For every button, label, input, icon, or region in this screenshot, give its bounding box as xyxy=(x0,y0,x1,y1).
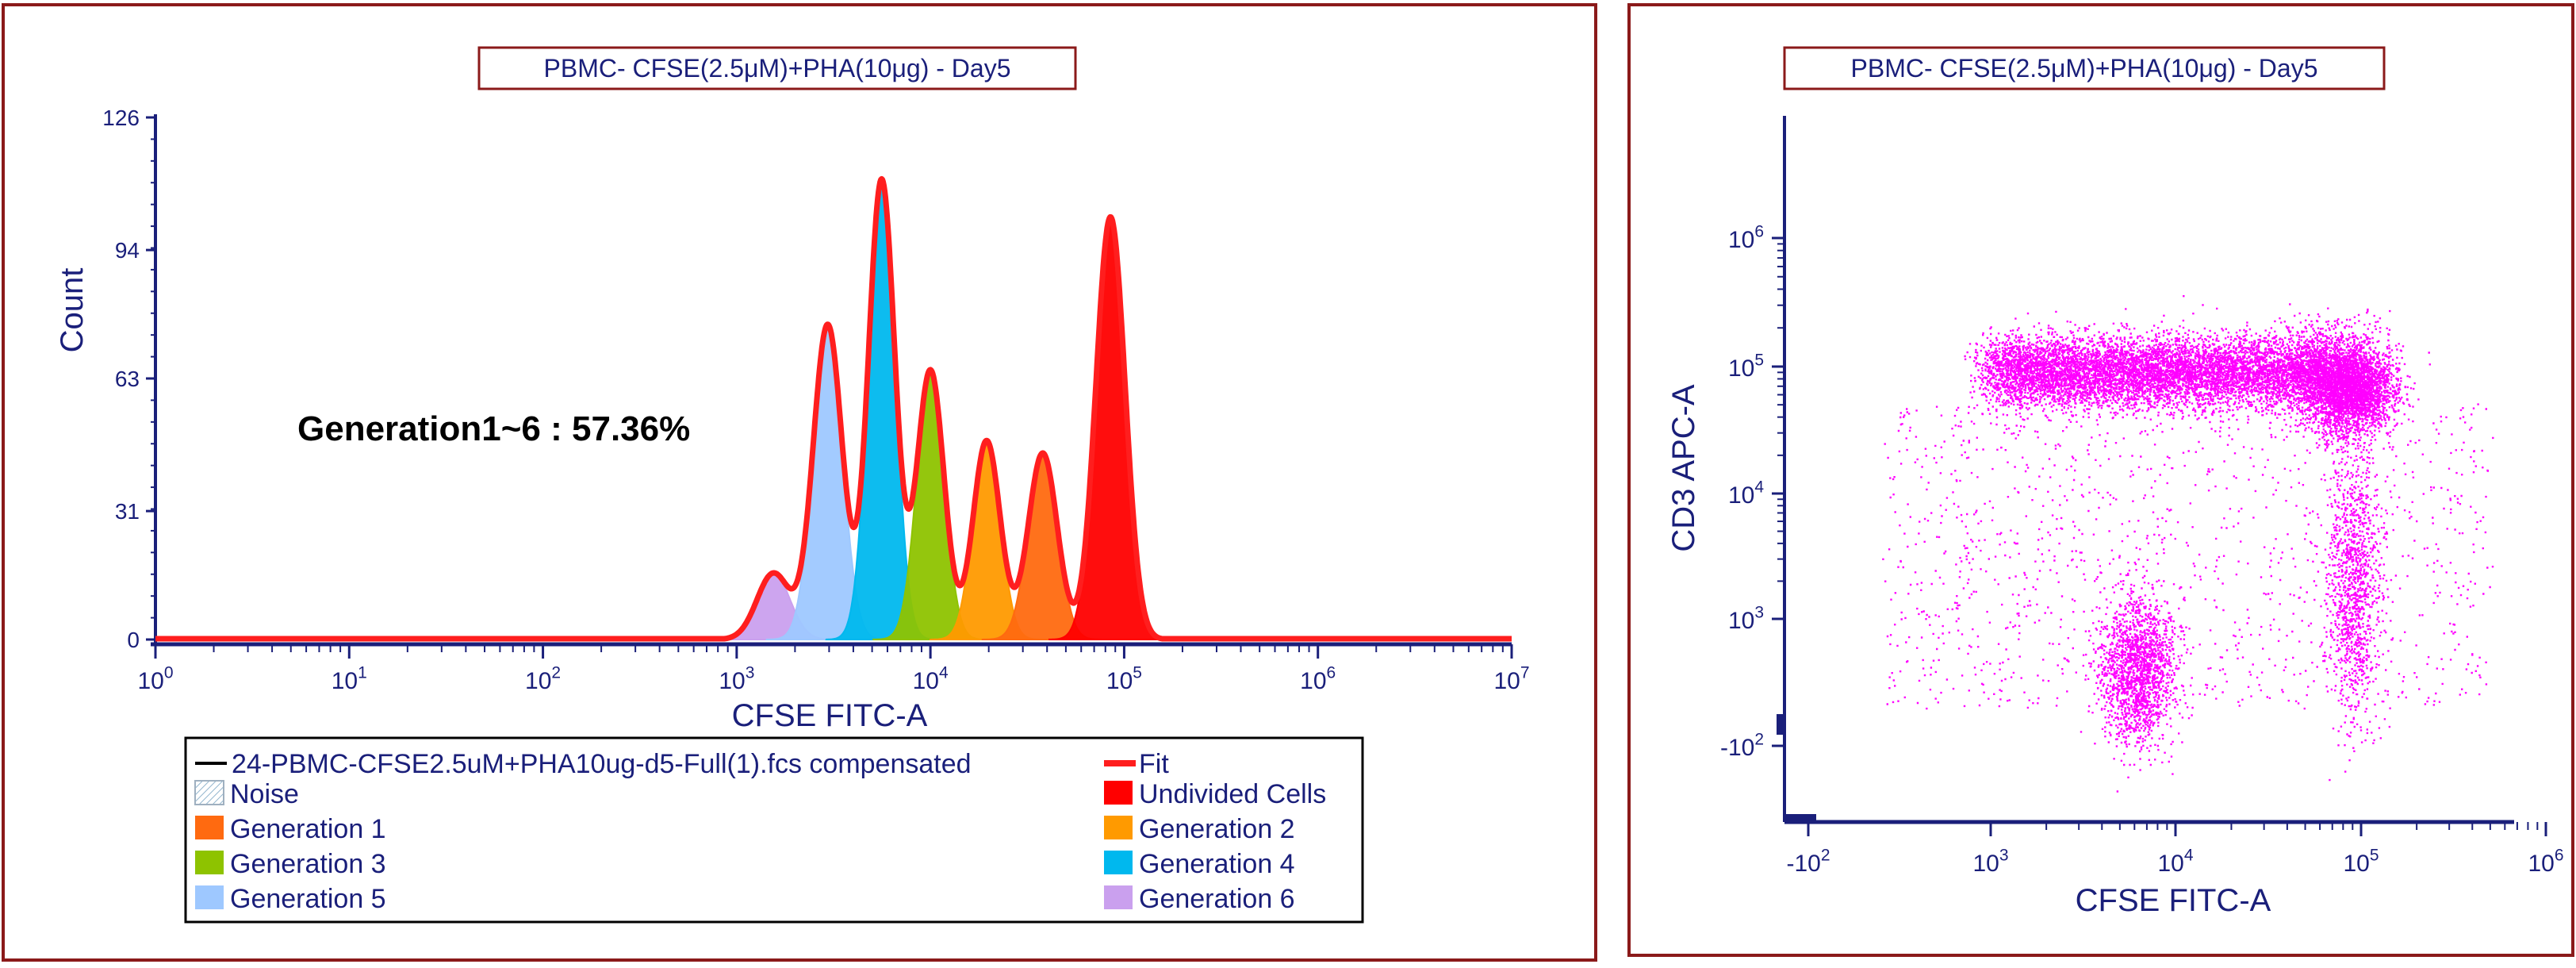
legend-gen1-label: Generation 1 xyxy=(230,814,386,844)
legend-gen2-label: Generation 2 xyxy=(1139,814,1295,844)
legend-item-generation-5: Generation 5 xyxy=(195,884,386,914)
legend-file-label: 24-PBMC-CFSE2.5uM+PHA10ug-d5-Full(1).fcs… xyxy=(232,749,972,779)
legend-undivided-swatch xyxy=(1104,781,1133,805)
histogram-y-tick-label: 126 xyxy=(102,106,140,130)
dotplot-y-tick-label: -102 xyxy=(1720,731,1764,762)
fit-line xyxy=(153,175,1514,642)
dotplot-panel: PBMC- CFSE(2.5μM)+PHA(10μg) - Day5 -102 1… xyxy=(1627,3,2574,957)
legend-noise-label: Noise xyxy=(230,779,299,809)
dotplot-y-tick-label: 106 xyxy=(1728,223,1764,254)
legend-gen4-swatch xyxy=(1104,851,1133,874)
legend-item-file: 24-PBMC-CFSE2.5uM+PHA10ug-d5-Full(1).fcs… xyxy=(195,749,972,779)
legend-item-undivided: Undivided Cells xyxy=(1104,779,1326,809)
histogram-x-axis-label: CFSE FITC-A xyxy=(732,698,928,733)
dotplot-plot: -102 103 104 105 106 -102 103 104 105 106 xyxy=(1720,116,2564,877)
legend-noise-swatch xyxy=(194,780,224,805)
histogram-x-tick-label: 104 xyxy=(913,664,949,695)
dotplot-panel-frame xyxy=(1627,3,2574,957)
histogram-x-tick-label: 101 xyxy=(332,664,367,695)
legend-gen5-swatch xyxy=(195,885,224,909)
dotplot-y-axis-label: CD3 APC-A xyxy=(1666,384,1701,551)
dotplot-title-box xyxy=(1783,46,2386,90)
histogram-y-tick-label: 94 xyxy=(115,238,140,263)
histogram-x-tick-label: 102 xyxy=(525,664,561,695)
legend-gen3-label: Generation 3 xyxy=(230,849,386,879)
dotplot-x-axis-label: CFSE FITC-A xyxy=(2076,883,2271,918)
histogram-y-tick-label: 63 xyxy=(115,367,140,391)
histogram-plot: 0 31 63 94 126 100 101 102 103 104 105 106 107 xyxy=(102,106,1529,694)
legend-gen1-swatch xyxy=(195,816,224,839)
legend-gen5-label: Generation 5 xyxy=(230,884,386,914)
histogram-x-tick-label: 103 xyxy=(719,664,754,695)
dotplot-x-tick-label: -102 xyxy=(1786,847,1830,878)
dotplot-y-tick-label: 104 xyxy=(1728,478,1764,509)
histogram-title-box xyxy=(477,46,1077,90)
histogram-x-tick-label: 100 xyxy=(137,664,173,695)
dotplot-x-tick-label: 106 xyxy=(2528,847,2563,878)
dotplot-y-tick-label: 103 xyxy=(1728,604,1764,635)
histogram-panel-frame xyxy=(2,3,1597,962)
legend-undivided-label: Undivided Cells xyxy=(1139,779,1326,809)
histogram-x-tick-label: 106 xyxy=(1300,664,1336,695)
histogram-x-tick-label: 105 xyxy=(1106,664,1142,695)
generation-annotation: Generation1~6 : 57.36% xyxy=(297,409,690,448)
legend-item-generation-4: Generation 4 xyxy=(1104,849,1295,879)
dotplot-axis-corner-block xyxy=(1784,814,1816,822)
legend-gen2-swatch xyxy=(1104,816,1133,839)
dotplot-events xyxy=(1882,295,2494,793)
legend-item-generation-3: Generation 3 xyxy=(195,849,386,879)
dotplot-x-tick-label: 105 xyxy=(2343,847,2379,878)
legend-gen6-label: Generation 6 xyxy=(1139,884,1295,914)
histogram-y-tick-label: 0 xyxy=(127,628,140,652)
histogram-title: PBMC- CFSE(2.5μM)+PHA(10μg) - Day5 xyxy=(544,54,1011,83)
legend-gen3-swatch xyxy=(195,851,224,874)
legend-item-fit: Fit xyxy=(1104,749,1169,779)
dotplot-title: PBMC- CFSE(2.5μM)+PHA(10μg) - Day5 xyxy=(1851,54,2318,83)
histogram-x-tick-label: 107 xyxy=(1493,664,1529,695)
legend-fit-label: Fit xyxy=(1139,749,1169,779)
histogram-panel: PBMC- CFSE(2.5μM)+PHA(10μg) - Day5 0 31 63… xyxy=(2,3,1597,962)
dotplot-x-tick-label: 104 xyxy=(2157,847,2193,878)
dotplot-y-axis-block xyxy=(1777,714,1784,735)
dotplot-y-tick-label: 105 xyxy=(1728,351,1764,382)
histogram-legend: 24-PBMC-CFSE2.5uM+PHA10ug-d5-Full(1).fcs… xyxy=(184,736,1364,924)
histogram-y-axis-label: Count xyxy=(55,268,90,353)
legend-box xyxy=(184,736,1364,924)
legend-item-generation-1: Generation 1 xyxy=(195,814,386,844)
dotplot-x-tick-label: 103 xyxy=(1972,847,2008,878)
legend-item-generation-6: Generation 6 xyxy=(1104,884,1295,914)
legend-gen4-label: Generation 4 xyxy=(1139,849,1295,879)
legend-gen6-swatch xyxy=(1104,885,1133,909)
legend-item-noise: Noise xyxy=(194,779,299,809)
legend-item-generation-2: Generation 2 xyxy=(1104,814,1295,844)
peak-undivided-cells xyxy=(1048,215,1173,640)
histogram-y-tick-label: 31 xyxy=(115,499,140,524)
